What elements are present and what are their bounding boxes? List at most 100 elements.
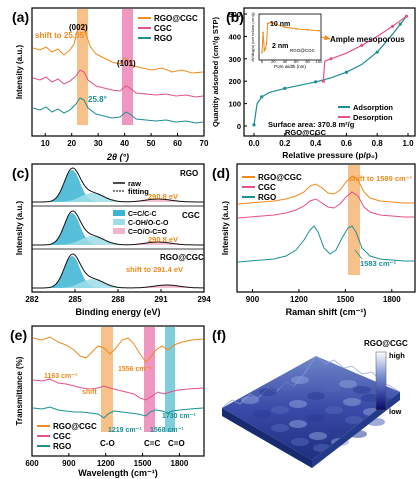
x-tick-label-a: 10 xyxy=(41,139,50,148)
subpanel-label-rgo-at-cgc: RGO@CGC xyxy=(160,253,204,262)
legend-label-rgo-at-cgc-d: RGO@CGC xyxy=(258,173,302,182)
data-point-adsorption xyxy=(252,123,256,127)
panel-a: (a) (002) (101) shift to 25.05° 25.8° RG… xyxy=(12,7,209,162)
inset-x-tick-label: 0 xyxy=(261,59,264,64)
surface-bump xyxy=(259,388,277,396)
data-point-desorption xyxy=(360,43,364,47)
annotation-1219: 1219 cm⁻¹ xyxy=(108,427,142,434)
x-axis-label-e: Wavelength (cm⁻¹) xyxy=(78,468,157,478)
surface-bump xyxy=(289,420,307,428)
data-point-adsorption xyxy=(398,22,402,26)
panel-label-f: (f) xyxy=(212,327,226,343)
inset-label-2nm: 2 nm xyxy=(272,43,288,50)
annotation-1163: 1163 cm⁻¹ xyxy=(44,373,78,380)
component-area-coh-peak xyxy=(32,279,204,288)
y-tick-label-b: 500 xyxy=(228,10,241,19)
x-tick-label-c: 291 xyxy=(154,295,168,304)
x-ticks-a: 10 20 30 40 50 60 70 xyxy=(41,133,209,148)
panel-a-frame xyxy=(31,7,205,137)
inset-x-label: Pore width (nm) xyxy=(274,64,306,69)
x-tick-label-c: 294 xyxy=(197,295,211,304)
surface-bump xyxy=(241,396,259,404)
heatmap-title: RGO@CGC xyxy=(364,339,408,348)
surface-bump xyxy=(291,438,309,446)
inset-data-point xyxy=(263,49,266,52)
legend-e: RGO@CGC CGC RGO xyxy=(37,422,97,451)
series-line-rgo xyxy=(32,97,204,124)
x-tick-label-d: 900 xyxy=(246,295,260,304)
surface-body xyxy=(222,356,400,460)
x-axis-label-c: Binding energy (eV) xyxy=(75,307,160,317)
inset-x-tick-label: 40 xyxy=(283,59,288,64)
data-point-desorption xyxy=(321,79,325,83)
data-point-adsorption xyxy=(260,95,264,99)
colorbar-low-label: low xyxy=(389,407,402,416)
x-tick-label-c: 282 xyxy=(25,295,39,304)
panel-f: (f) RGO@CGC high low xyxy=(212,327,408,468)
legend-a: RGO@CGC CGC RGO xyxy=(138,14,198,43)
x-tick-label-a: 50 xyxy=(147,139,156,148)
inset-data-point xyxy=(266,22,269,25)
legend-c-components: C=C/C-C C-OH/O-C-O C=O/O-C=O xyxy=(113,210,169,236)
inset-data-point xyxy=(318,29,320,32)
legend-label-rgo-e: RGO xyxy=(53,442,71,451)
x-tick-label-d: 1500 xyxy=(336,295,354,304)
x-tick-label-b: 0.0 xyxy=(248,139,260,148)
band-c-c xyxy=(144,327,155,432)
y-tick-label-b: 100 xyxy=(228,100,241,109)
colorbar-gradient xyxy=(375,351,387,411)
subpanel-label-rgo: RGO xyxy=(180,169,198,178)
band-c-o-double xyxy=(165,327,175,432)
data-point-desorption xyxy=(391,24,395,28)
band-002 xyxy=(77,9,88,125)
series-line-cgc-e xyxy=(32,378,204,401)
bond-label-c-o: C-O xyxy=(100,439,115,448)
subpanel-label-cgc: CGC xyxy=(182,211,200,220)
panel-d: (d) shift to 1589 cm⁻¹ 1583 cm⁻¹ RGO@CGC… xyxy=(212,163,416,317)
legend-label-co: C=O/O-C=O xyxy=(128,229,167,236)
arrow-1583 xyxy=(354,249,363,260)
inset-data-point xyxy=(262,31,265,34)
annotation-shift-1589: shift to 1589 cm⁻¹ xyxy=(349,174,413,183)
band-c-o xyxy=(101,327,113,432)
inset-y-label: dV/dlog(w) pore volume (cm³/g) xyxy=(251,12,255,61)
surface-side-right xyxy=(312,392,400,468)
x-ticks-e: 600 900 1200 1500 1800 xyxy=(25,453,189,468)
surface-plot xyxy=(221,355,401,468)
series-line-cgc xyxy=(32,69,204,98)
series-line-rgo-e xyxy=(32,406,204,419)
band-101 xyxy=(122,9,133,125)
panel-e: (e) 1163 cm⁻¹ shift 1556 cm⁻¹ 1219 cm⁻¹ … xyxy=(10,325,205,478)
x-tick-label-b: 0.4 xyxy=(310,139,322,148)
data-point-adsorption xyxy=(283,86,287,90)
y-axis-label-c: Intensity (a.u.) xyxy=(15,201,24,256)
bond-label-c-o-double: C=O xyxy=(168,439,185,448)
surface-bump xyxy=(277,382,295,390)
legend-label-raw: raw xyxy=(128,179,141,188)
x-tick-label-a: 70 xyxy=(200,139,209,148)
inset-data-point xyxy=(265,42,268,45)
panel-label-c: (c) xyxy=(12,165,29,181)
x-tick-label-a: 60 xyxy=(173,139,182,148)
annotation-25-8: 25.8° xyxy=(88,95,107,104)
series-line-rgo-at-cgc-d xyxy=(237,175,414,205)
surface-bump xyxy=(289,400,307,408)
inset-frame xyxy=(258,13,322,61)
panel-c: (c) RGO CGC RGO@CGC 290.8 eV 290.8 eV sh… xyxy=(12,163,211,317)
annotation-1556: 1556 cm⁻¹ xyxy=(118,366,152,373)
plot-area-b xyxy=(252,14,409,127)
x-tick-label-d: 1800 xyxy=(383,295,401,304)
legend-label-rgo-at-cgc: RGO@CGC xyxy=(154,14,198,23)
annotation-shift-291-4: shift to 291.4 eV xyxy=(126,265,183,274)
peak-label-002: (002) xyxy=(69,23,88,32)
panel-label-a: (a) xyxy=(12,9,29,25)
x-tick-label-b: 1.0 xyxy=(402,139,414,148)
inset-label-10nm: 10 nm xyxy=(270,21,290,28)
legend-label-cgc: CGC xyxy=(154,24,172,33)
inset-x-tick-label: 20 xyxy=(271,59,276,64)
inset-data-point xyxy=(261,51,263,54)
legend-d: RGO@CGC CGC RGO xyxy=(242,173,302,202)
x-tick-label-c: 288 xyxy=(111,295,125,304)
